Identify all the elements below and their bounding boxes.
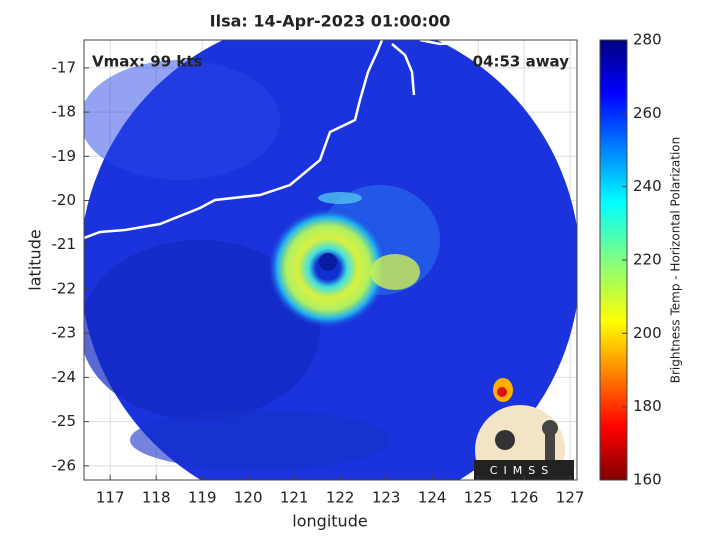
- y-tick-label: -23: [52, 324, 77, 342]
- x-tick-label: 122: [326, 489, 355, 507]
- y-tick-label: -24: [52, 368, 77, 386]
- chart-title: Ilsa: 14-Apr-2023 01:00:00: [210, 12, 451, 31]
- colorbar-label: Brightness Temp - Horizontal Polarizatio…: [669, 137, 683, 384]
- x-tick-label: 121: [280, 489, 309, 507]
- x-tick-label: 118: [142, 489, 171, 507]
- colorbar-tick-label: 200: [633, 324, 662, 342]
- colorbar-tick-label: 180: [633, 397, 662, 415]
- x-tick-label: 123: [372, 489, 401, 507]
- x-tick-label: 120: [234, 489, 263, 507]
- y-tick-label: -25: [52, 412, 77, 430]
- x-tick-label: 117: [96, 489, 125, 507]
- y-tick-label: -18: [52, 103, 77, 121]
- y-tick-label: -26: [52, 456, 77, 474]
- x-tick-label: 125: [464, 489, 493, 507]
- colorbar-tick-label: 260: [633, 104, 662, 122]
- colorbar-tick-label: 220: [633, 251, 662, 269]
- annotation: 04:53 away: [473, 53, 570, 71]
- annotation: Vmax: 99 kts: [92, 53, 202, 71]
- logo-text: CIMSS: [490, 464, 554, 477]
- plot-frame: [83, 39, 578, 481]
- y-tick-label: -21: [52, 235, 77, 253]
- y-tick-label: -19: [52, 147, 77, 165]
- colorbar-tick-label: 280: [633, 31, 662, 49]
- x-tick-label: 119: [188, 489, 217, 507]
- satellite-image: CIMSS: [84, 40, 577, 480]
- colorbar-tick-label: 160: [633, 471, 662, 489]
- logo: CIMSS: [474, 405, 574, 480]
- x-tick-label: 126: [510, 489, 539, 507]
- x-tick-label: 127: [556, 489, 585, 507]
- y-axis-label: latitude: [26, 229, 45, 290]
- colorbar-tick-label: 240: [633, 177, 662, 195]
- x-tick-label: 124: [418, 489, 447, 507]
- y-tick-label: -22: [52, 279, 77, 297]
- y-tick-label: -20: [52, 191, 77, 209]
- x-axis-label: longitude: [292, 512, 367, 531]
- y-tick-label: -17: [52, 58, 77, 76]
